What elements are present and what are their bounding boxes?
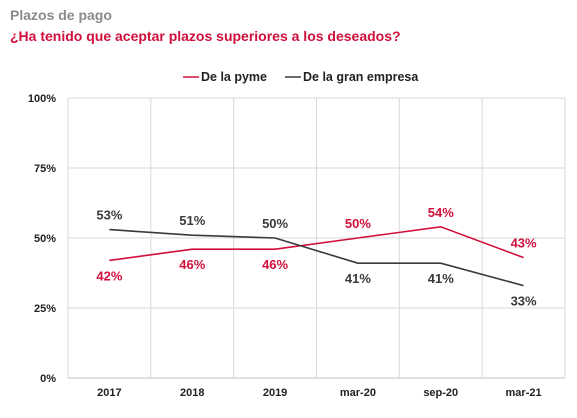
data-label-pyme: 42% xyxy=(96,268,122,283)
data-label-gran-empresa: 41% xyxy=(428,271,454,286)
data-label-gran-empresa: 53% xyxy=(96,208,122,223)
y-tick-label: 75% xyxy=(34,163,56,175)
chart-title: Plazos de pago xyxy=(10,7,112,23)
chart-subtitle: ¿Ha tenido que aceptar plazos superiores… xyxy=(10,28,401,44)
data-label-gran-empresa: 41% xyxy=(345,271,371,286)
data-label-pyme: 43% xyxy=(511,236,537,251)
y-tick-label: 50% xyxy=(34,233,56,245)
data-label-pyme: 54% xyxy=(428,205,454,220)
x-tick-label: sep-20 xyxy=(423,387,458,399)
data-label-gran-empresa: 51% xyxy=(179,213,205,228)
data-label-pyme: 46% xyxy=(262,257,288,272)
legend-label: De la pyme xyxy=(201,70,267,84)
x-tick-label: 2019 xyxy=(263,387,287,399)
legend-label: De la gran empresa xyxy=(303,70,419,84)
y-tick-label: 0% xyxy=(40,373,56,385)
y-tick-label: 25% xyxy=(34,303,56,315)
data-label-pyme: 50% xyxy=(345,216,371,231)
series-line-1 xyxy=(109,228,524,287)
x-tick-label: mar-21 xyxy=(506,387,542,399)
x-tick-label: 2017 xyxy=(97,387,121,399)
series-line-0 xyxy=(109,225,524,262)
x-tick-label: 2018 xyxy=(180,387,204,399)
x-tick-label: mar-20 xyxy=(340,387,376,399)
y-tick-label: 100% xyxy=(28,93,56,105)
data-label-gran-empresa: 50% xyxy=(262,216,288,231)
data-label-pyme: 46% xyxy=(179,257,205,272)
data-label-gran-empresa: 33% xyxy=(511,294,537,309)
